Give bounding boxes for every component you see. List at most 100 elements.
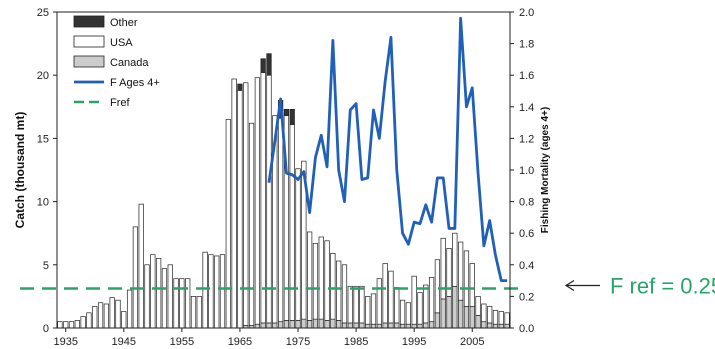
bar-usa-1950 [150, 254, 156, 329]
bar-usa-1985 [353, 285, 359, 324]
bar-canada-1979 [318, 318, 324, 329]
bar-usa-2001 [446, 248, 452, 297]
bar-canada-2009 [492, 323, 499, 329]
bar-usa-1979 [318, 236, 324, 320]
bar-canada-1976 [301, 318, 307, 329]
legend-label-usa: USA [110, 37, 133, 49]
y-tick-label-20: 20 [37, 70, 49, 82]
x-tick-label-1955: 1955 [170, 336, 194, 348]
bar-usa-1989 [376, 278, 382, 325]
bar-usa-1947 [132, 226, 139, 329]
x-tick-label-1945: 1945 [112, 336, 136, 348]
bar-usa-1972 [277, 117, 284, 323]
bar-usa-1969 [260, 72, 266, 324]
annotation-layer: F ref = 0.25 [564, 274, 715, 299]
legend-label-canada: Canada [110, 57, 149, 69]
bar-canada-1985 [353, 322, 359, 329]
bar-canada-1986 [359, 322, 365, 329]
f-line-layer [267, 16, 508, 283]
bar-usa-1977 [307, 231, 313, 321]
bar-usa-2002 [452, 232, 458, 287]
legend-label-fref: Fref [110, 97, 131, 109]
bar-usa-1941 [97, 302, 104, 329]
bar-usa-1965 [237, 90, 243, 329]
bar-canada-1969 [260, 322, 266, 329]
bar-usa-1984 [347, 285, 353, 324]
bar-usa-1981 [330, 253, 336, 320]
bar-usa-1956 [185, 278, 191, 329]
bar-usa-1952 [161, 268, 168, 329]
bar-canada-1988 [370, 323, 377, 329]
x-tick-label-1965: 1965 [228, 336, 252, 348]
bar-canada-2006 [475, 315, 481, 329]
bar-canada-1973 [283, 320, 290, 329]
bar-usa-1980 [324, 240, 330, 321]
legend-swatch-canada [73, 55, 105, 68]
bar-usa-1953 [167, 264, 173, 329]
f-ages-4plus-line [267, 16, 508, 283]
bar-canada-1968 [254, 323, 260, 329]
y2-axis-title: Fishing Mortality (ages 4+) [540, 107, 551, 233]
legend: Other USA Canada F Ages 4+ Fref [73, 15, 160, 109]
bar-usa-1999 [434, 259, 441, 314]
bar-canada-1978 [312, 318, 319, 329]
bar-other-1965 [237, 83, 243, 91]
bar-canada-1998 [428, 321, 435, 329]
x-tick-label-2005: 2005 [460, 336, 484, 348]
bar-canada-1996 [417, 323, 423, 329]
bar-canada-1983 [341, 322, 348, 329]
bar-usa-1993 [399, 299, 406, 325]
bar-usa-1974 [289, 124, 295, 321]
y2-tick-label-0.8: 0.8 [519, 197, 534, 209]
y-axis-title: Catch (thousand mt) [13, 112, 27, 229]
bar-usa-1957 [190, 296, 197, 329]
bar-usa-1997 [423, 284, 429, 324]
bar-canada-1977 [307, 320, 313, 329]
bar-canada-1991 [388, 322, 394, 329]
bar-canada-2011 [504, 323, 510, 329]
bar-usa-1949 [144, 264, 150, 329]
x-tick-label-1995: 1995 [402, 336, 426, 348]
y-tick-label-15: 15 [37, 133, 49, 145]
bar-usa-1968 [254, 77, 260, 325]
y-tick-label-25: 25 [37, 7, 49, 19]
bar-usa-1961 [214, 255, 220, 329]
bar-usa-1975 [295, 168, 301, 321]
bar-usa-1971 [272, 115, 278, 324]
bar-canada-1981 [330, 318, 336, 329]
bar-usa-2003 [458, 241, 464, 301]
bar-usa-2010 [498, 311, 504, 325]
bar-usa-1988 [370, 293, 377, 325]
bar-usa-1958 [196, 296, 202, 329]
bar-canada-1975 [295, 320, 301, 329]
bar-canada-1974 [289, 320, 295, 329]
bar-usa-1940 [92, 306, 98, 329]
bar-usa-1962 [219, 254, 226, 329]
bar-canada-1993 [399, 323, 406, 329]
bar-usa-1960 [208, 254, 214, 329]
bar-canada-1989 [376, 323, 382, 329]
bar-canada-1982 [336, 320, 342, 329]
bar-usa-1995 [411, 275, 417, 325]
bar-usa-1964 [231, 78, 237, 329]
bar-usa-1963 [225, 119, 231, 329]
bar-canada-2007 [481, 321, 487, 329]
bars-layer [57, 53, 510, 329]
bar-canada-2000 [440, 298, 446, 329]
bar-usa-2000 [440, 237, 446, 300]
bar-usa-1946 [126, 289, 133, 329]
y-tick-label-10: 10 [37, 197, 49, 209]
bar-canada-2008 [487, 322, 493, 329]
y-tick-label-0: 0 [43, 323, 49, 335]
bar-other-1970 [266, 53, 272, 76]
y2-tick-label-1.4: 1.4 [519, 102, 534, 114]
annotation-fref-text: F ref = 0.25 [610, 274, 715, 299]
bar-usa-1938 [80, 316, 86, 329]
bar-usa-2011 [504, 312, 510, 325]
y2-tick-label-1.8: 1.8 [519, 39, 534, 51]
bar-usa-1935 [63, 321, 69, 329]
bar-usa-1976 [301, 160, 307, 320]
bar-usa-1994 [405, 302, 411, 325]
y2-tick-label-0.2: 0.2 [519, 291, 534, 303]
bar-usa-1942 [103, 303, 109, 329]
